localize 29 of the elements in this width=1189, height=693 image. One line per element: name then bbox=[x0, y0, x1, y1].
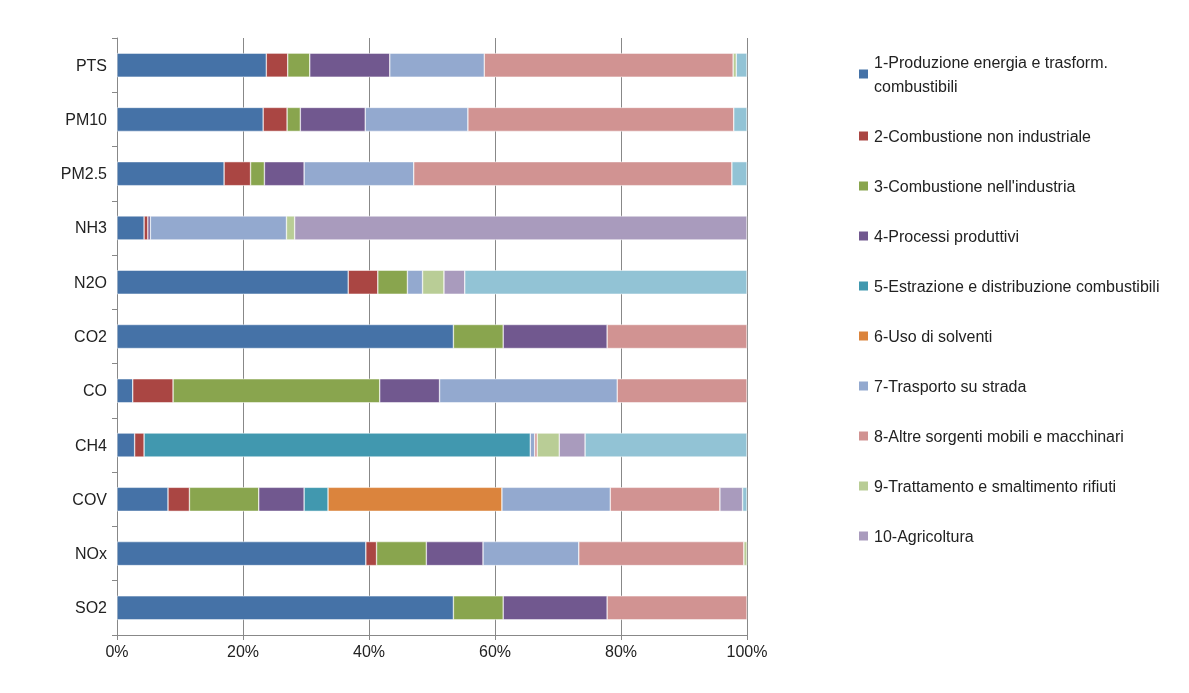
y-tick-label: PM2.5 bbox=[60, 165, 108, 183]
bar bbox=[117, 215, 145, 240]
y-tick-label: SO2 bbox=[74, 599, 108, 617]
bar bbox=[736, 53, 747, 78]
x-tick-label: 0% bbox=[105, 642, 129, 660]
y-tick-label: N2O bbox=[74, 273, 107, 291]
legend-label: 8-Altre sorgenti mobili e macchinari bbox=[874, 427, 1124, 445]
legend-label: 5-Estrazione e distribuzione combustibili bbox=[874, 277, 1160, 295]
x-tick-label: 60% bbox=[478, 642, 512, 660]
y-tick-label: CO bbox=[83, 382, 107, 400]
legend-label: 10-Agricoltura bbox=[874, 527, 974, 545]
x-tick-label: 100% bbox=[726, 642, 768, 660]
y-tick-label: NH3 bbox=[74, 219, 108, 237]
legend-label: 6-Uso di solventi bbox=[874, 327, 993, 345]
legend-label: 9-Trattamento e smaltimento rifiuti bbox=[874, 477, 1117, 495]
legend-label: 4-Processi produttivi bbox=[874, 227, 1019, 245]
legend-label: 2-Combustione non industriale bbox=[874, 127, 1092, 145]
y-tick-label: PTS bbox=[75, 56, 107, 74]
legend-label: 1-Produzione energia e trasform. combustibili bbox=[874, 53, 1113, 95]
y-tick-label: NOx bbox=[75, 545, 107, 563]
x-tick-label: 40% bbox=[352, 642, 386, 660]
legend-label: 7-Trasporto su strada bbox=[874, 377, 1027, 395]
legend-label: 3-Combustione nell'industria bbox=[874, 177, 1076, 195]
y-tick-label: CO2 bbox=[74, 328, 108, 345]
y-tick-label: CH4 bbox=[74, 436, 108, 454]
x-tick-label: 20% bbox=[226, 642, 260, 660]
x-tick-label: 80% bbox=[604, 642, 638, 660]
y-tick-label: COV bbox=[72, 490, 108, 508]
y-tick-label: PM10 bbox=[65, 110, 108, 128]
